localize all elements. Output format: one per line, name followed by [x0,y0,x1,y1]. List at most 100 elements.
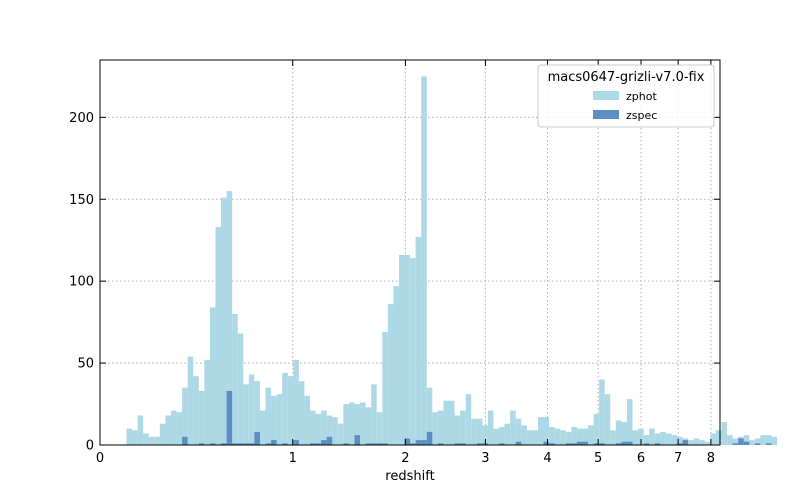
zphot-bar [760,435,766,445]
zphot-bar [204,359,210,445]
zphot-bar [348,402,355,445]
zphot-bar [193,376,199,445]
zspec-bar [476,443,483,445]
zphot-bar [232,313,238,445]
zphot-bar [665,433,672,445]
zphot-bar [415,236,422,445]
zphot-bar [543,417,550,445]
zphot-bar [515,418,522,445]
zphot-bar [754,438,761,445]
zphot-bar [771,436,778,445]
zphot-bar [704,441,711,445]
y-tick-label: 150 [69,193,94,208]
zphot-bar [248,374,255,445]
zspec-bar [209,443,216,445]
zphot-bar [649,428,655,445]
zspec-bar [248,443,255,445]
zphot-bar [287,376,294,445]
zspec-bar [410,443,416,445]
zphot-bar [304,395,310,445]
zspec-bar [198,443,205,445]
zphot-bar [365,407,372,445]
zphot-bar [354,404,361,445]
x-tick-label: 7 [674,451,682,466]
zphot-bar [293,359,299,445]
zphot-bar [699,440,705,445]
zphot-bar [137,415,144,445]
zspec-bar [765,443,772,445]
legend-label-zspec: zspec [626,109,657,122]
zphot-bar [688,440,694,445]
zphot-bar [382,331,388,445]
zphot-bars [126,76,778,445]
zphot-bar [676,436,683,445]
zphot-bar [321,410,327,445]
zphot-bar [343,404,349,445]
zspec-bar [615,443,622,445]
zspec-bar [282,443,288,445]
x-tick-label: 5 [594,451,602,466]
zspec-bar [343,443,349,445]
zphot-bar [615,420,622,445]
zphot-bar [465,394,472,445]
zspec-bar [565,443,572,445]
zphot-bar [571,426,577,445]
zspec-bar [254,431,260,445]
zphot-bar [393,286,399,445]
zphot-bar [621,422,627,445]
zspec-bar [421,440,427,445]
zspec-bar [515,441,522,445]
zspec-bar [676,443,683,445]
zphot-bar [565,431,572,445]
zphot-bar [727,435,733,445]
zphot-bar [426,387,433,445]
zphot-bar [265,387,272,445]
plot-frame [99,59,721,446]
zphot-bar [182,387,188,445]
zphot-bar [454,415,461,445]
zspec-bar [571,443,577,445]
x-tick-label: 3 [481,451,489,466]
zphot-bar [326,415,333,445]
zphot-bar [626,399,633,445]
zspec-bar [226,390,233,445]
legend-swatch-zspec [593,110,619,119]
zphot-bar [421,76,427,445]
zphot-bar [549,426,555,445]
zphot-bar [710,433,716,445]
zphot-bar [599,379,605,445]
zspec-bar [743,441,750,445]
zphot-bar [143,433,149,445]
zphot-bar [554,428,561,445]
zphot-bar [176,412,183,445]
legend-swatch-zphot [593,91,619,100]
zphot-bar [526,430,533,445]
zphot-bar [493,428,500,445]
zphot-bar [482,425,488,445]
zspec-bar [682,440,689,445]
axis-ticks: 0 1 2 3 4 5 6 7 8 0 50 100 150 200 [69,60,720,466]
zphot-bar [376,412,383,445]
zphot-bar [243,384,249,445]
y-tick-label: 100 [69,275,94,290]
zspec-bar [271,440,277,445]
zspec-bar [415,440,422,445]
zphot-bar [443,400,450,445]
zphot-bar [410,258,416,445]
zphot-bar [660,431,666,445]
zspec-bar [326,436,333,445]
zspec-bar [382,443,388,445]
zspec-bar [738,438,744,445]
zspec-bar [543,441,550,445]
zspec-bar [309,443,316,445]
zphot-bar [638,428,644,445]
zphot-bar [476,418,483,445]
zphot-bar [487,410,494,445]
zphot-bar [398,254,405,445]
zspec-bar [426,431,433,445]
zphot-bar [604,394,611,445]
zphot-bar [732,438,739,445]
zphot-bar [226,191,233,445]
zphot-bar [610,430,616,445]
